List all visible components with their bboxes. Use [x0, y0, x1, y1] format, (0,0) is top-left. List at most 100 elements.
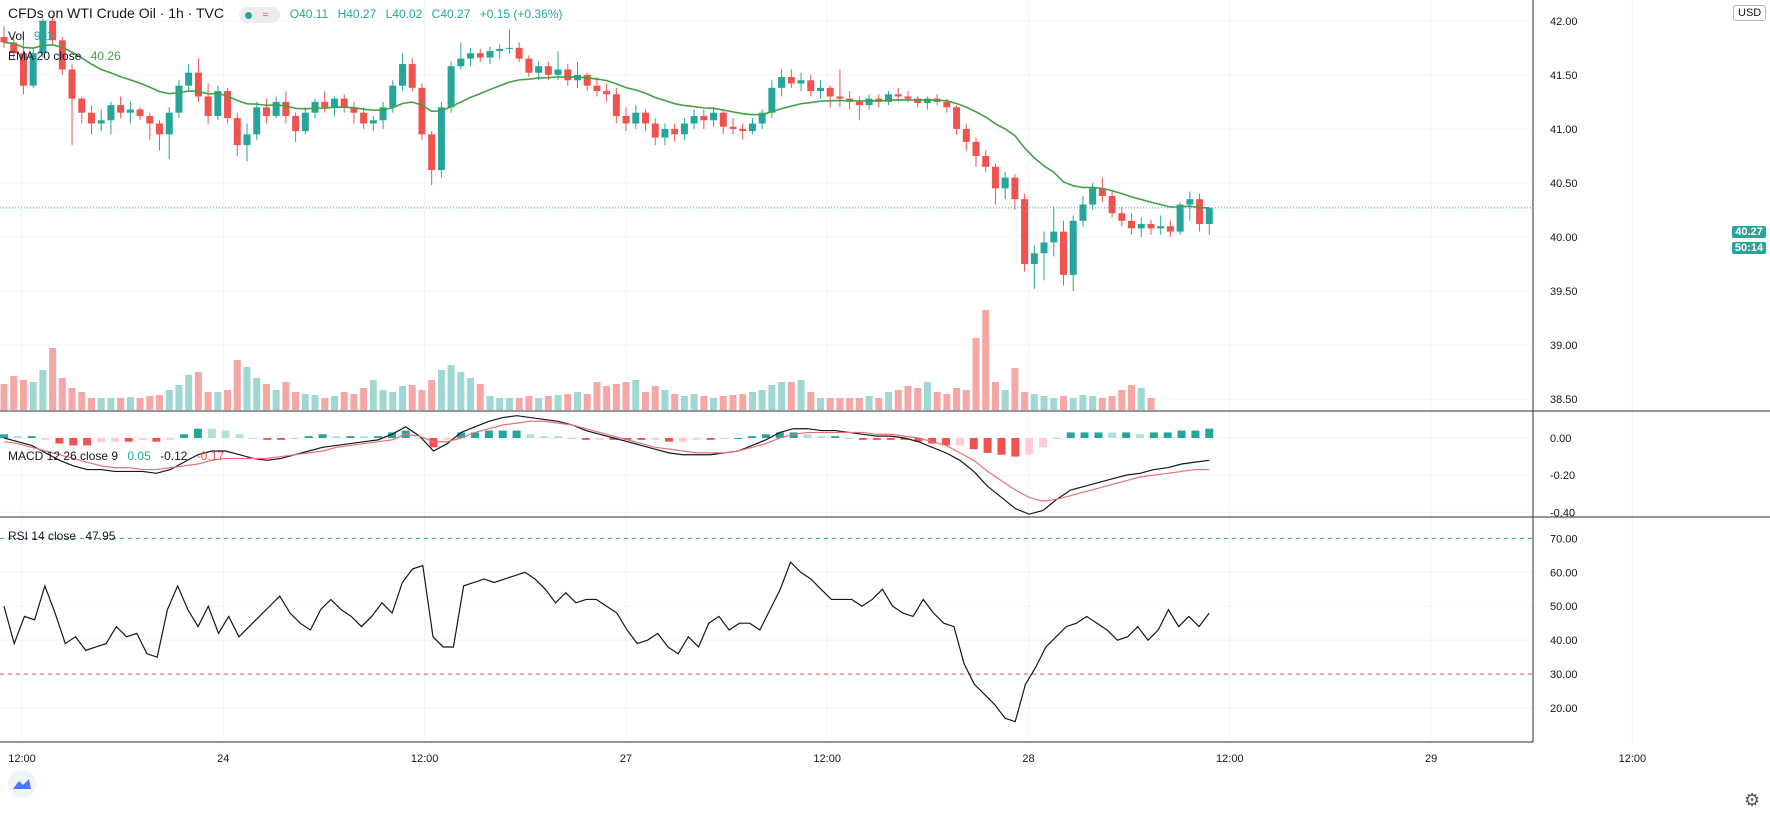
- macd-legend[interactable]: MACD 12 26 close 9 0.05 -0.12 -0.17: [8, 448, 230, 464]
- currency-label[interactable]: USD: [1733, 5, 1767, 21]
- rsi-tick-label: 20.00: [1550, 703, 1578, 715]
- macd-histogram-bar: [471, 432, 480, 438]
- time-axis-label: 24: [217, 753, 229, 765]
- volume-bar: [1079, 395, 1087, 410]
- volume-bar: [1089, 396, 1097, 410]
- candle-body: [953, 107, 961, 129]
- volume-bar: [914, 388, 922, 410]
- macd-histogram-bar: [983, 438, 992, 453]
- candle-body: [544, 66, 552, 75]
- volume-bar: [933, 392, 941, 410]
- candle-body: [700, 115, 708, 121]
- macd-histogram-bar: [1163, 432, 1172, 438]
- volume-bar: [457, 372, 465, 410]
- candle-body: [787, 77, 795, 84]
- candle-body: [301, 112, 309, 132]
- macd-histogram-bar: [484, 430, 493, 438]
- candle-body: [642, 112, 650, 124]
- macd-histogram-bar: [1177, 430, 1186, 438]
- volume-bar: [982, 310, 990, 410]
- volume-bar: [622, 382, 630, 410]
- volume-bar: [1118, 390, 1126, 410]
- volume-bar: [408, 385, 416, 410]
- macd-histogram-bar: [277, 438, 286, 440]
- volume-bar: [330, 396, 338, 410]
- volume-legend[interactable]: Vol 911: [8, 28, 59, 44]
- volume-bar: [428, 380, 436, 410]
- volume-bar: [301, 394, 309, 410]
- volume-bar: [768, 385, 776, 410]
- ohlc-change: +0.15 (+0.36%): [479, 7, 563, 21]
- macd-histogram-bar: [235, 434, 244, 438]
- symbol-title[interactable]: CFDs on WTI Crude Oil · 1h · TVC: [8, 5, 225, 21]
- time-axis-label: 28: [1022, 753, 1034, 765]
- candle-body: [632, 112, 640, 124]
- candle-body: [1118, 213, 1126, 221]
- candle-body: [564, 69, 572, 81]
- volume-bar: [943, 394, 951, 410]
- market-status-pill[interactable]: ≈: [239, 7, 281, 23]
- ema-legend[interactable]: EMA 20 close 40.26: [8, 48, 127, 64]
- volume-bar: [0, 384, 8, 410]
- volume-bar: [816, 398, 824, 410]
- volume-bar: [564, 394, 572, 410]
- candle-body: [671, 128, 679, 135]
- volume-bar: [447, 365, 455, 410]
- macd-value-hist: 0.05: [127, 449, 151, 463]
- volume-bar: [583, 394, 591, 410]
- volume-bar: [350, 394, 358, 410]
- candle-body: [1059, 231, 1067, 275]
- macd-histogram-bar: [318, 434, 327, 438]
- macd-histogram-bar: [540, 436, 549, 438]
- candle-body: [865, 98, 873, 106]
- candle-body: [126, 109, 134, 113]
- macd-histogram-bar: [734, 438, 743, 439]
- candle-body: [457, 58, 465, 67]
- macd-histogram-bar: [858, 438, 867, 440]
- volume-bar: [632, 380, 640, 410]
- candle-body: [1157, 226, 1165, 229]
- volume-bar: [29, 382, 37, 410]
- volume-bar: [389, 392, 397, 410]
- gear-icon[interactable]: ⚙: [1744, 790, 1761, 810]
- candle-body: [991, 166, 999, 189]
- macd-histogram-bar: [1122, 432, 1131, 438]
- macd-histogram-bar: [374, 436, 383, 438]
- candle-body: [583, 74, 591, 86]
- volume-bar: [272, 390, 280, 410]
- candle-body: [797, 80, 805, 84]
- candle-body: [49, 20, 57, 41]
- candle-body: [1166, 226, 1174, 232]
- macd-histogram-bar: [817, 436, 826, 438]
- time-axis-label: 29: [1425, 753, 1437, 765]
- candle-body: [272, 101, 280, 116]
- tradingview-logo-icon[interactable]: [8, 770, 36, 798]
- volume-bar: [107, 398, 115, 410]
- candle-body: [1098, 188, 1106, 196]
- candle-body: [710, 112, 718, 121]
- volume-bar: [146, 396, 154, 410]
- volume-bar: [496, 398, 504, 410]
- rsi-legend[interactable]: RSI 14 close 47.95: [8, 528, 121, 544]
- macd-histogram-bar: [1094, 432, 1103, 438]
- candle-body: [758, 112, 766, 124]
- macd-histogram-bar: [595, 438, 604, 440]
- volume-bar: [49, 348, 57, 410]
- macd-histogram-bar: [263, 438, 272, 440]
- volume-bar: [97, 398, 105, 410]
- candle-body: [748, 123, 756, 132]
- macd-histogram-bar: [429, 438, 438, 448]
- candle-body: [321, 101, 329, 108]
- candle-body: [661, 128, 669, 138]
- volume-bar: [748, 392, 756, 410]
- volume-bar: [573, 392, 581, 410]
- macd-histogram-bar: [221, 430, 230, 438]
- candle-body: [690, 115, 698, 124]
- candle-body: [389, 85, 397, 108]
- volume-bar: [1050, 398, 1058, 410]
- ohlc-close: C40.27: [431, 7, 471, 21]
- candle-body: [136, 109, 144, 116]
- macd-histogram-bar: [623, 438, 632, 440]
- candle-body: [894, 94, 902, 97]
